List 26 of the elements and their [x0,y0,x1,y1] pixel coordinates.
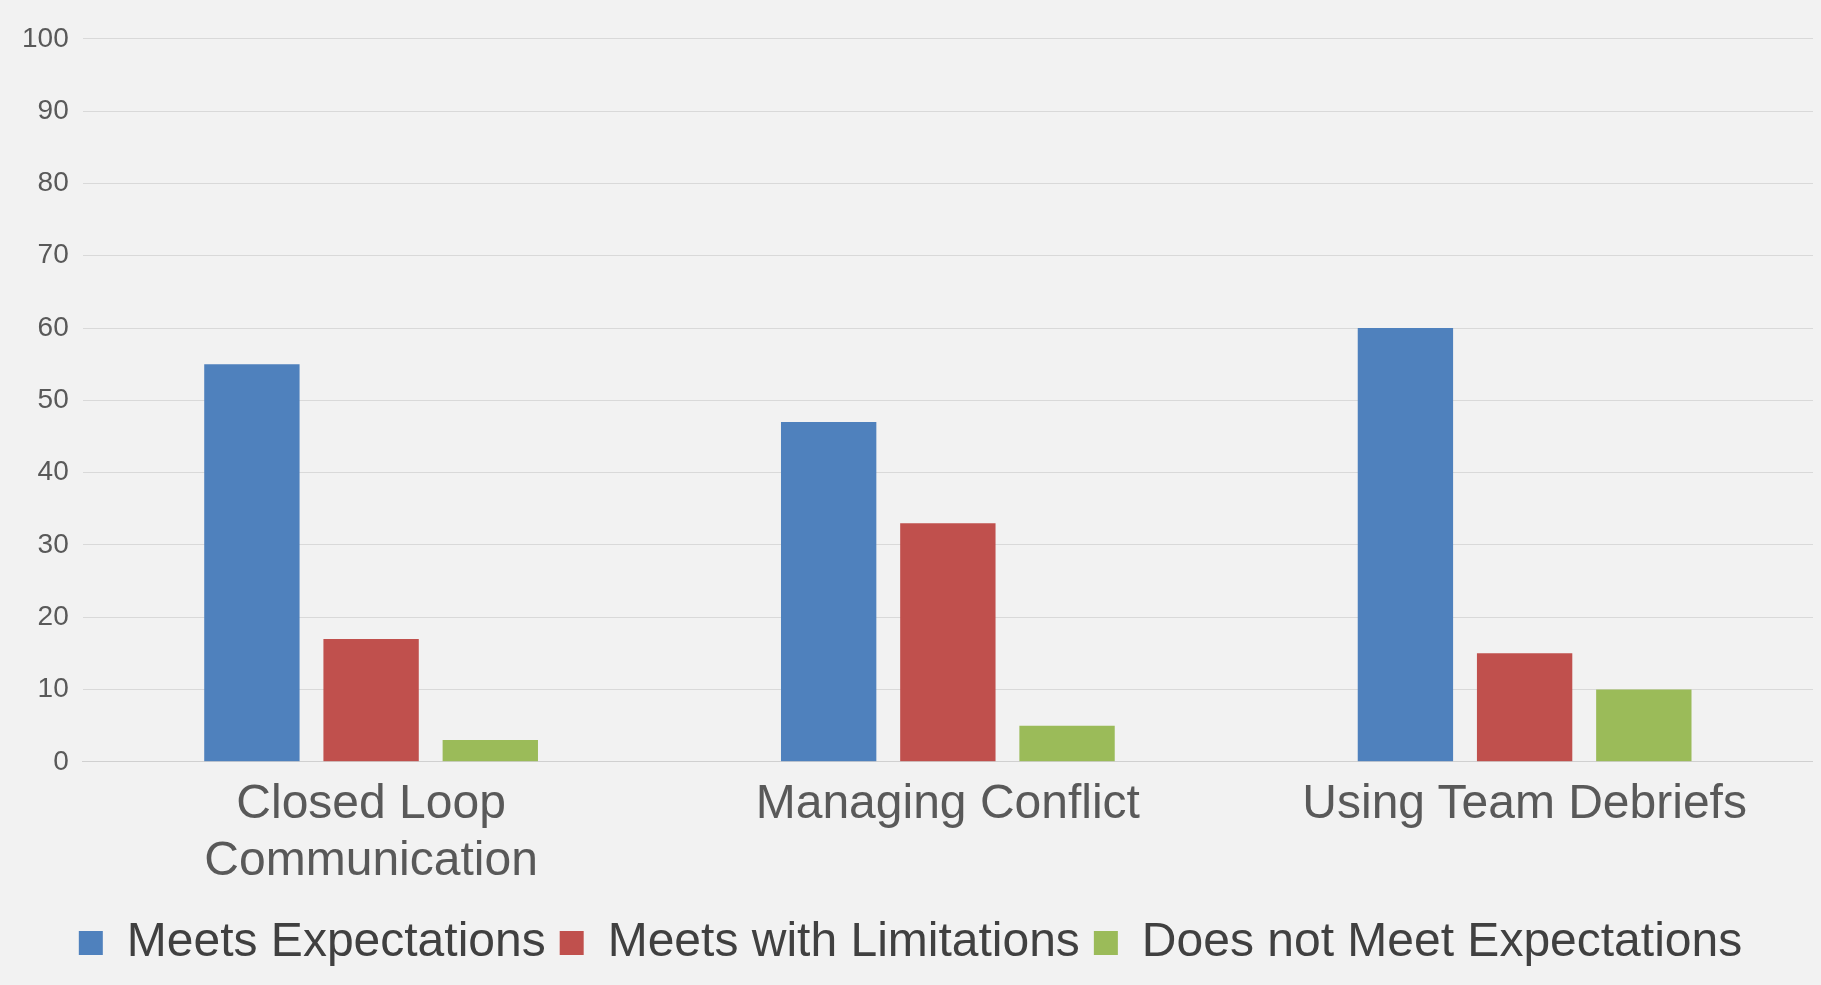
y-tick-label: 0 [53,744,69,776]
bar [900,523,996,762]
bar [1019,725,1115,762]
y-tick-label: 50 [37,383,69,415]
y-tick-label: 70 [37,238,69,270]
x-tick-label: Managing Conflict [755,774,1140,828]
y-tick-label: 90 [37,93,69,125]
bar [1357,328,1454,762]
legend-label: Meets Expectations [126,913,546,967]
x-tick-label: Using Team Debriefs [1302,774,1747,828]
bar [323,638,419,762]
y-tick-label: 20 [37,599,69,631]
y-tick-label: 10 [37,672,69,704]
bar [204,364,300,762]
y-tick-label: 30 [37,527,69,559]
bar [780,421,877,762]
legend-label: Does not Meet Expectations [1141,913,1743,967]
x-tick-label: Closed Loop Communication [204,774,538,886]
y-tick-label: 60 [37,310,69,342]
legend-label: Meets with Limitations [607,913,1080,967]
y-tick-label: 40 [37,455,69,487]
bar [442,740,538,762]
y-tick-label: 100 [22,21,69,53]
bar [1596,689,1692,762]
bar [1476,653,1573,762]
y-tick-label: 80 [37,166,69,198]
